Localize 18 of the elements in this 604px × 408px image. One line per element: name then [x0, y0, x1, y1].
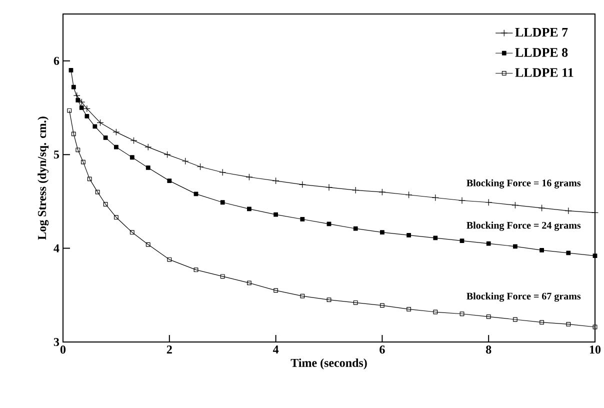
- x-tick-label: 8: [486, 346, 492, 354]
- x-tick-label: 10: [590, 346, 601, 354]
- y-tick-label: 4: [54, 244, 60, 252]
- y-tick-label: 5: [54, 150, 60, 159]
- x-tick-label: 4: [272, 346, 279, 354]
- x-axis-title: Time (seconds): [290, 358, 367, 370]
- legend-label: LLDPE 8: [515, 48, 568, 57]
- annotation: Blocking Force = 16 grams: [466, 179, 581, 188]
- y-axis-title: Log Stress (dyn/sq. cm.): [38, 116, 49, 240]
- annotation: Blocking Force = 24 grams: [466, 222, 581, 231]
- x-tick-label: 6: [380, 346, 385, 354]
- x-tick-label: 0: [60, 346, 66, 354]
- legend-label: LLDPE 11: [515, 68, 574, 77]
- legend-label: LLDPE 7: [515, 28, 568, 37]
- y-tick-label: 3: [54, 338, 60, 346]
- annotation: Blocking Force = 67 grams: [466, 292, 581, 302]
- x-tick-label: 2: [166, 346, 172, 354]
- y-tick-label: 6: [54, 56, 60, 65]
